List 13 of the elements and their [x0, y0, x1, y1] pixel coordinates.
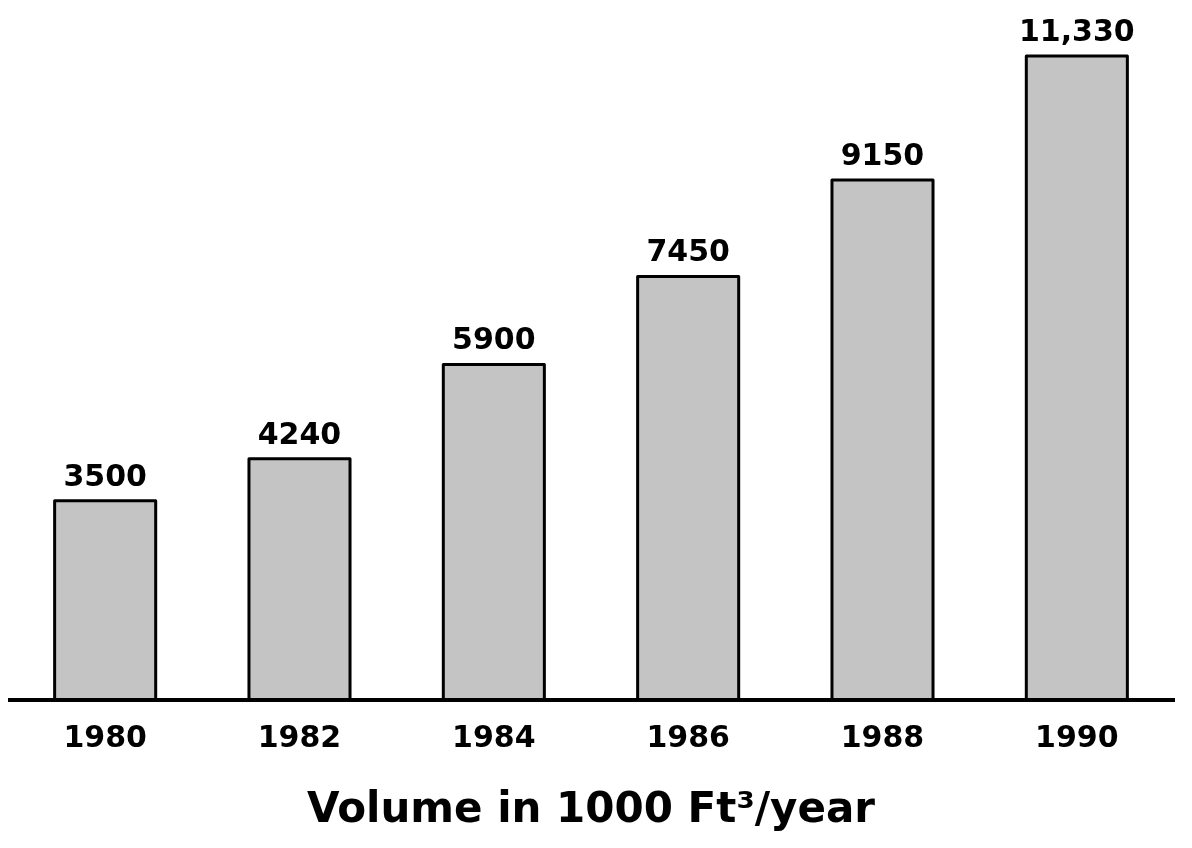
x-axis-title: Volume in 1000 Ft³/year	[306, 782, 876, 832]
x-tick-label: 1988	[840, 719, 925, 755]
data-label: 5900	[452, 321, 536, 357]
data-label: 9150	[840, 136, 925, 172]
x-tick-label: 1990	[1035, 719, 1119, 755]
x-tick-label: 1986	[646, 719, 730, 755]
data-label: 11,330	[1018, 12, 1135, 48]
data-label: 3500	[63, 457, 147, 493]
data-label: 7450	[646, 233, 730, 269]
data-label: 4240	[257, 415, 342, 451]
x-tick-label: 1980	[63, 719, 147, 755]
x-tick-label: 1984	[452, 719, 536, 755]
x-tick-label: 1982	[257, 719, 342, 755]
